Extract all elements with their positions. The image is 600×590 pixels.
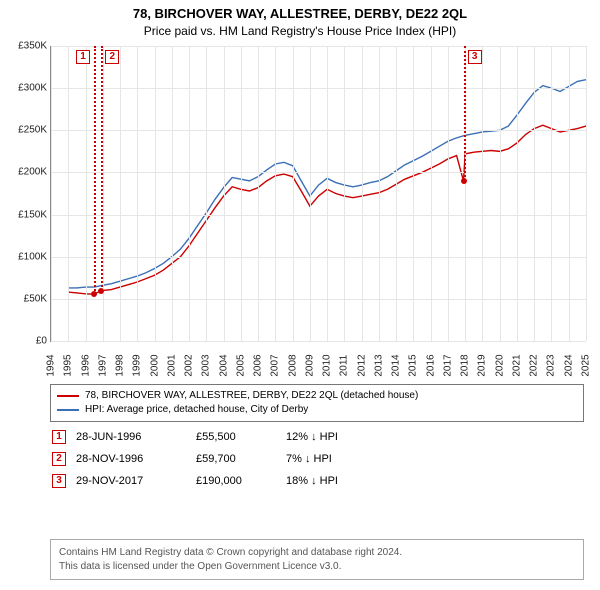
- event-row: 3 29-NOV-2017 £190,000 18% ↓ HPI: [50, 470, 584, 492]
- marker-label: 2: [105, 50, 119, 64]
- attribution-footer: Contains HM Land Registry data © Crown c…: [50, 539, 584, 580]
- event-delta: 18% ↓ HPI: [286, 475, 406, 487]
- x-axis-label: 2007: [270, 354, 281, 376]
- event-table: 1 28-JUN-1996 £55,500 12% ↓ HPI 2 28-NOV-1996…: [50, 426, 584, 492]
- y-axis-label: £350K: [13, 41, 47, 52]
- event-date: 28-NOV-1996: [76, 453, 186, 465]
- x-axis-label: 2017: [442, 354, 453, 376]
- legend-label: 78, BIRCHOVER WAY, ALLESTREE, DERBY, DE2…: [85, 389, 418, 403]
- x-axis-label: 1997: [97, 354, 108, 376]
- x-axis-label: 2005: [235, 354, 246, 376]
- legend: 78, BIRCHOVER WAY, ALLESTREE, DERBY, DE2…: [50, 384, 584, 422]
- x-axis-label: 2002: [184, 354, 195, 376]
- x-axis-label: 2006: [253, 354, 264, 376]
- x-axis-label: 1994: [46, 354, 57, 376]
- x-axis-label: 2019: [477, 354, 488, 376]
- x-axis-label: 1999: [132, 354, 143, 376]
- marker-dot: [91, 291, 97, 297]
- event-price: £55,500: [196, 431, 276, 443]
- chart-subtitle: Price paid vs. HM Land Registry's House …: [0, 21, 600, 44]
- x-axis-label: 2010: [322, 354, 333, 376]
- marker-vline: [101, 46, 103, 291]
- x-axis-label: 2009: [304, 354, 315, 376]
- x-axis-label: 2013: [373, 354, 384, 376]
- legend-swatch: [57, 409, 79, 411]
- y-axis-label: £150K: [13, 209, 47, 220]
- y-axis-label: £200K: [13, 167, 47, 178]
- x-axis-label: 2024: [563, 354, 574, 376]
- x-axis-label: 2012: [356, 354, 367, 376]
- x-axis-label: 2004: [218, 354, 229, 376]
- y-axis-label: £50K: [13, 293, 47, 304]
- x-axis-label: 2014: [391, 354, 402, 376]
- legend-label: HPI: Average price, detached house, City…: [85, 403, 308, 417]
- event-delta: 12% ↓ HPI: [286, 431, 406, 443]
- x-axis-label: 2018: [460, 354, 471, 376]
- event-number: 2: [52, 452, 66, 466]
- footer-line: Contains HM Land Registry data © Crown c…: [59, 546, 575, 560]
- y-axis-label: £300K: [13, 83, 47, 94]
- event-number: 3: [52, 474, 66, 488]
- marker-dot: [461, 178, 467, 184]
- x-axis-label: 2016: [425, 354, 436, 376]
- legend-item: 78, BIRCHOVER WAY, ALLESTREE, DERBY, DE2…: [57, 389, 577, 403]
- y-axis-label: £250K: [13, 125, 47, 136]
- x-axis-label: 1998: [115, 354, 126, 376]
- event-price: £190,000: [196, 475, 276, 487]
- x-axis-label: 2000: [149, 354, 160, 376]
- plot-area: £0£50K£100K£150K£200K£250K£300K£350K1994…: [50, 46, 586, 342]
- y-axis-label: £0: [13, 336, 47, 347]
- x-axis-label: 2008: [287, 354, 298, 376]
- marker-vline: [94, 46, 96, 294]
- chart-container: £0£50K£100K£150K£200K£250K£300K£350K1994…: [12, 46, 588, 376]
- x-axis-label: 2003: [201, 354, 212, 376]
- x-axis-label: 2011: [339, 355, 350, 377]
- legend-item: HPI: Average price, detached house, City…: [57, 403, 577, 417]
- x-axis-label: 1995: [63, 354, 74, 376]
- x-axis-label: 2021: [511, 354, 522, 376]
- marker-label: 3: [468, 50, 482, 64]
- event-price: £59,700: [196, 453, 276, 465]
- event-date: 29-NOV-2017: [76, 475, 186, 487]
- legend-swatch: [57, 395, 79, 397]
- footer-line: This data is licensed under the Open Gov…: [59, 560, 575, 574]
- event-delta: 7% ↓ HPI: [286, 453, 406, 465]
- event-number: 1: [52, 430, 66, 444]
- chart-lines: [51, 46, 586, 341]
- x-axis-label: 2015: [408, 354, 419, 376]
- x-axis-label: 2025: [581, 354, 592, 376]
- x-axis-label: 2020: [494, 354, 505, 376]
- event-row: 1 28-JUN-1996 £55,500 12% ↓ HPI: [50, 426, 584, 448]
- x-axis-label: 2001: [166, 354, 177, 376]
- event-date: 28-JUN-1996: [76, 431, 186, 443]
- marker-dot: [98, 288, 104, 294]
- chart-title: 78, BIRCHOVER WAY, ALLESTREE, DERBY, DE2…: [0, 0, 600, 21]
- event-row: 2 28-NOV-1996 £59,700 7% ↓ HPI: [50, 448, 584, 470]
- y-axis-label: £100K: [13, 251, 47, 262]
- x-axis-label: 2023: [546, 354, 557, 376]
- marker-label: 1: [76, 50, 90, 64]
- marker-vline: [464, 46, 466, 181]
- x-axis-label: 2022: [529, 354, 540, 376]
- x-axis-label: 1996: [80, 354, 91, 376]
